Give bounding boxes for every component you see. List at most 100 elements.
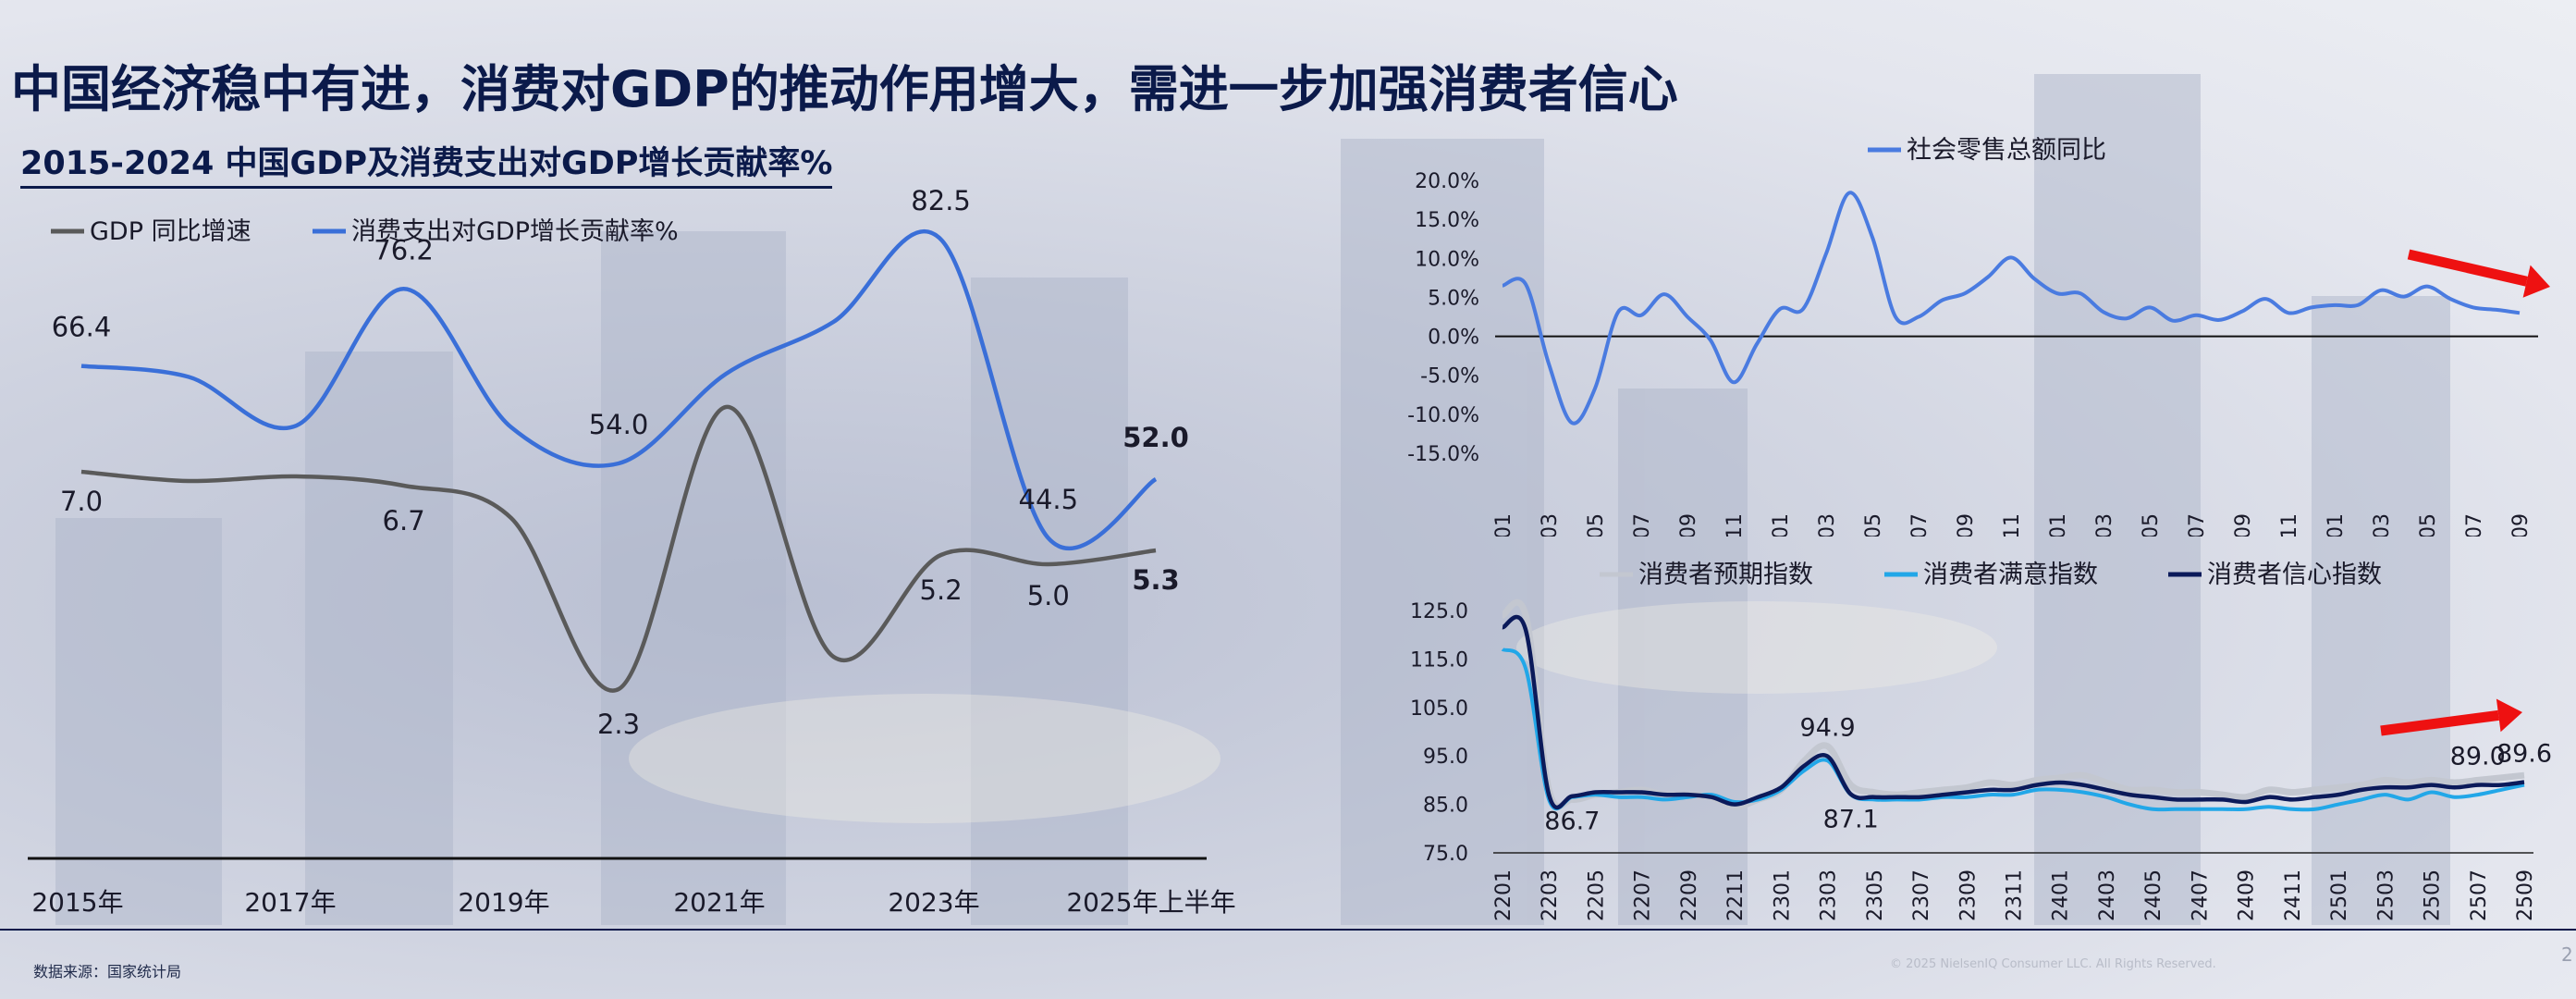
trend-down-arrow-shaft — [2407, 249, 2528, 287]
data-label: 54.0 — [589, 409, 649, 440]
x-tick-label: 2023年 — [888, 887, 979, 918]
trend-down-arrow-head — [2522, 265, 2550, 298]
x-tick-label: 2403 — [2093, 513, 2116, 536]
legend-index-2-label: 消费者满意指数 — [1923, 561, 2098, 589]
y-tick-label: 5.0% — [1428, 287, 1479, 310]
x-tick-label: 2405 — [2142, 870, 2165, 921]
data-label: 5.0 — [1027, 580, 1070, 611]
x-tick-label: 2503 — [2374, 870, 2398, 921]
x-tick-label: 2309 — [1957, 870, 1980, 921]
x-tick-label: 2305 — [1862, 513, 1885, 536]
copyright: © 2025 NielsenIQ Consumer LLC. All Right… — [1890, 957, 2216, 971]
legend-index-3-label: 消费者信心指数 — [2207, 561, 2382, 589]
x-tick-label: 2501 — [2328, 870, 2351, 921]
y-tick-label: 15.0% — [1415, 209, 1479, 232]
legend-gdp-label: GDP 同比增速 — [90, 217, 251, 246]
data-label: 7.0 — [60, 486, 103, 517]
data-label: 86.7 — [1544, 808, 1600, 836]
x-tick-label: 2409 — [2236, 870, 2259, 921]
x-tick-label: 2207 — [1632, 870, 1655, 921]
trend-up-arrow-head — [2496, 698, 2522, 733]
x-tick-label: 2409 — [2232, 513, 2255, 536]
x-tick-label: 2311 — [2004, 870, 2027, 921]
source-note: 数据来源：国家统计局 — [33, 963, 182, 980]
y-tick-label: -10.0% — [1407, 404, 1479, 427]
confidence-index-line — [1502, 614, 2525, 810]
x-tick-label: 2021年 — [673, 887, 765, 918]
data-label: 5.3 — [1132, 564, 1179, 596]
consumption-contribution-line — [80, 229, 1158, 550]
x-tick-label: 2507 — [2468, 870, 2491, 921]
x-tick-label: 2305 — [1864, 870, 1887, 921]
x-tick-label: 2403 — [2096, 870, 2119, 921]
trend-up-arrow-shaft — [2380, 709, 2499, 736]
x-tick-label: 2501 — [2325, 513, 2348, 536]
left-chart-title: 2015-2024 中国GDP及消费支出对GDP增长贡献率% — [20, 137, 833, 189]
x-tick-label: 2017年 — [244, 887, 336, 918]
data-label: 94.9 — [1800, 714, 1856, 743]
x-tick-label: 2211 — [1723, 513, 1747, 536]
expectation-index-line — [1501, 598, 2525, 810]
x-tick-label: 2309 — [1955, 513, 1978, 536]
y-tick-label: 115.0 — [1410, 648, 1468, 672]
x-tick-label: 2505 — [2417, 513, 2440, 536]
x-tick-label: 2505 — [2422, 870, 2445, 921]
footer-divider — [0, 929, 2576, 931]
x-tick-label: 2301 — [1771, 870, 1794, 921]
x-tick-label: 2207 — [1631, 513, 1654, 536]
gdp-growth-line — [80, 404, 1157, 693]
x-tick-label: 2307 — [1908, 513, 1932, 536]
data-label: 89.0 — [2450, 743, 2506, 771]
x-tick-label: 2405 — [2140, 513, 2163, 536]
x-tick-label: 2303 — [1818, 870, 1841, 921]
y-tick-label: 95.0 — [1423, 746, 1468, 769]
x-tick-label: 2509 — [2509, 513, 2533, 536]
legend-consumption-label: 消费支出对GDP增长贡献率% — [351, 217, 679, 246]
y-tick-label: 10.0% — [1415, 248, 1479, 271]
page-number: 2 — [2561, 944, 2573, 966]
y-tick-label: 20.0% — [1415, 170, 1479, 193]
x-tick-label: 2025年上半年 — [1066, 887, 1235, 918]
x-tick-label: 2209 — [1677, 513, 1700, 536]
data-label: 87.1 — [1823, 806, 1879, 834]
x-tick-label: 2209 — [1678, 870, 1701, 921]
x-tick-label: 2407 — [2186, 513, 2209, 536]
x-tick-label: 2201 — [1492, 513, 1515, 536]
x-tick-label: 2015年 — [31, 887, 123, 918]
x-tick-label: 2311 — [2001, 513, 2024, 536]
legend-retail-label: 社会零售总额同比 — [1907, 136, 2106, 165]
x-tick-label: 2205 — [1585, 513, 1608, 536]
legend-index-1-label: 消费者预期指数 — [1638, 561, 1813, 589]
x-tick-label: 2411 — [2282, 870, 2305, 921]
x-tick-label: 2301 — [1770, 513, 1793, 536]
consumer-index-chart: 消费者预期指数 消费者满意指数 消费者信心指数 125.0 115.0 105.0 95.0… — [1410, 561, 2552, 921]
x-tick-label: 2407 — [2189, 870, 2212, 921]
x-tick-label: 2211 — [1724, 870, 1748, 921]
x-tick-label: 2307 — [1910, 870, 1933, 921]
retail-yoy-line — [1502, 191, 2521, 426]
y-tick-label: -5.0% — [1420, 365, 1479, 388]
satisfaction-index-line — [1501, 648, 2525, 812]
x-tick-label: 2503 — [2371, 513, 2394, 536]
y-tick-label: 75.0 — [1423, 843, 1468, 866]
data-label: 5.2 — [920, 574, 963, 606]
gdp-consumption-line-chart: GDP 同比增速 消费支出对GDP增长贡献率% 2015年 2017年 2019年 202… — [28, 185, 1236, 918]
retail-sales-yoy-chart: 社会零售总额同比 20.0% 15.0% 10.0% 5.0% 0.0% -5.0% -10.… — [1407, 136, 2550, 536]
y-tick-label: 0.0% — [1428, 327, 1479, 350]
data-label: 2.3 — [597, 709, 640, 740]
x-tick-label: 2507 — [2463, 513, 2486, 536]
x-tick-label: 2019年 — [458, 887, 549, 918]
x-tick-label: 2203 — [1539, 870, 1562, 921]
data-label: 44.5 — [1019, 484, 1079, 515]
data-label: 76.2 — [374, 234, 434, 265]
x-tick-label: 2411 — [2278, 513, 2301, 536]
data-label: 82.5 — [911, 185, 971, 216]
data-label: 52.0 — [1122, 422, 1189, 453]
page-title: 中国经济稳中有进，消费对GDP的推动作用增大，需进一步加强消费者信心 — [11, 60, 1678, 118]
y-tick-label: 85.0 — [1423, 795, 1468, 818]
y-tick-label: 105.0 — [1410, 697, 1468, 721]
data-label: 6.7 — [383, 505, 425, 536]
x-tick-label: 2401 — [2050, 870, 2073, 921]
